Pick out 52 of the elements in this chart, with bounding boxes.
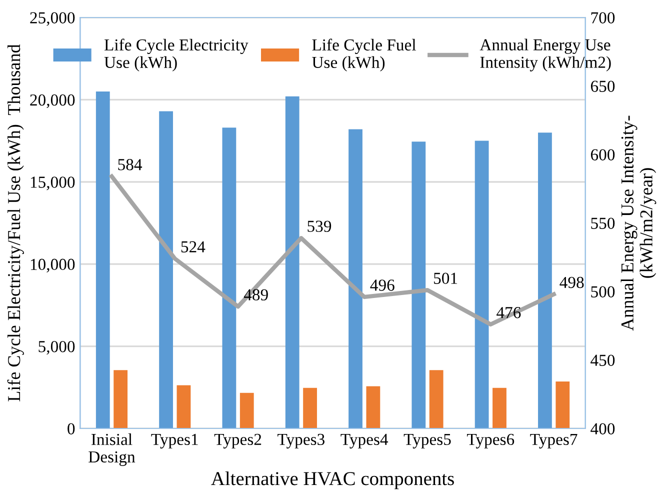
bar (176, 385, 191, 428)
x-tick-label: Inisial Design (88, 433, 136, 466)
bar (556, 381, 570, 428)
legend-label: Annual Energy Use Intensity (kWh/m2) (480, 38, 611, 72)
y2-tick-label: 550 (591, 218, 615, 229)
bar (492, 388, 506, 428)
x-tick-label: Types2 (214, 434, 262, 448)
x-tick-label: Types6 (467, 434, 514, 448)
data-label: 584 (118, 159, 142, 170)
x-tick-label: Types1 (151, 434, 198, 448)
y2-tick-label: 600 (590, 149, 615, 160)
bar (366, 386, 380, 428)
bar (285, 96, 300, 428)
x-tick-label: Types3 (278, 434, 324, 448)
line-series (110, 174, 556, 326)
data-label: 524 (181, 241, 206, 252)
y2-tick-label: 400 (590, 423, 615, 434)
bar (159, 111, 173, 428)
data-label: 489 (244, 289, 268, 300)
bar (412, 142, 426, 428)
y-tick-label: 5,000 (38, 341, 75, 355)
bar (303, 388, 317, 428)
bar (96, 91, 110, 428)
y2-tick-label: 500 (591, 286, 615, 298)
legend-label: Life Cycle Electricity Use (kWh) (104, 38, 248, 72)
bar (429, 370, 444, 428)
y2-tick-label: 700 (591, 12, 615, 24)
data-label: 539 (308, 220, 332, 232)
x-tick-label: Types4 (340, 434, 388, 448)
data-label: 496 (370, 280, 394, 291)
y-tick-label: 10,000 (30, 258, 75, 272)
y-tick-label: 0 (68, 423, 75, 434)
bar (348, 129, 362, 428)
y-tick-label: 25,000 (30, 12, 75, 26)
x-axis-title: Alternative HVAC components (211, 472, 454, 490)
y-tick-label: 15,000 (30, 176, 75, 190)
y-tick-label: 20,000 (30, 94, 75, 108)
bar (474, 140, 489, 428)
bar (114, 370, 128, 428)
data-label: 476 (496, 307, 521, 318)
legend-label: Life Cycle Fuel Use (kWh) (312, 38, 416, 72)
y2-axis-title: Annual Energy Use Intensity- (kWh/m2/year) (620, 116, 656, 331)
y2-tick-label: 450 (590, 354, 615, 366)
y2-tick-label: 650 (590, 80, 615, 92)
x-tick-label: Types5 (404, 434, 451, 448)
bar (222, 128, 236, 428)
data-label: 498 (560, 276, 584, 288)
x-tick-label: Types7 (530, 434, 578, 448)
bar (240, 392, 254, 428)
bar (538, 132, 552, 428)
data-label: 501 (434, 272, 458, 284)
y-axis-title: Life Cycle Electricity/Fuel Use (kWh) Thousand (7, 44, 24, 402)
